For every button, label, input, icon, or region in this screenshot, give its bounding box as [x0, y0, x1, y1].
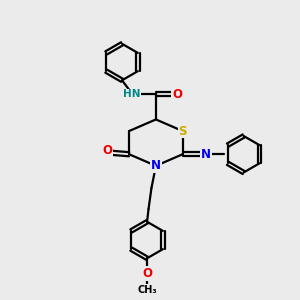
Text: CH₃: CH₃ [137, 285, 157, 295]
Text: HN: HN [123, 89, 140, 99]
Text: O: O [102, 144, 112, 157]
Text: S: S [178, 124, 187, 137]
Text: N: N [201, 148, 211, 161]
Text: N: N [151, 159, 161, 172]
Text: O: O [172, 88, 182, 101]
Text: O: O [142, 267, 152, 280]
